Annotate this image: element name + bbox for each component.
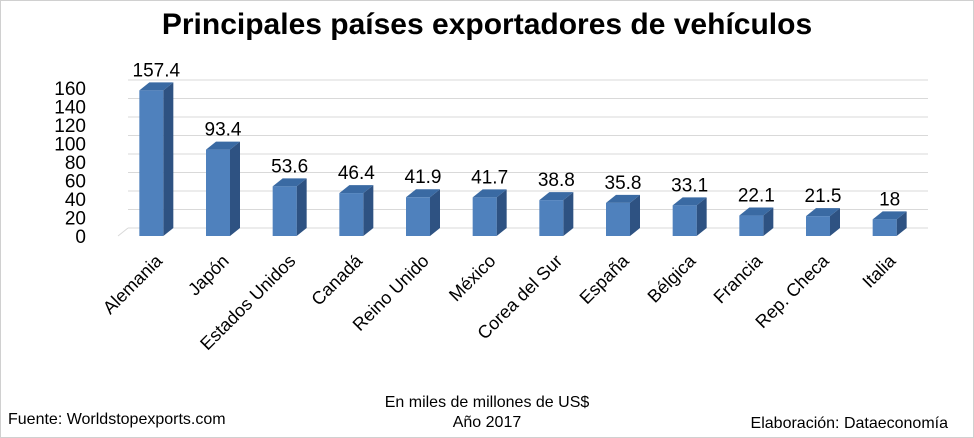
bar (272, 178, 307, 236)
value-label: 93.4 (205, 120, 242, 141)
value-label: 21.5 (805, 186, 842, 207)
chart-title: Principales países exportadores de vehíc… (161, 8, 813, 41)
bars (139, 82, 907, 236)
bar-front (472, 197, 497, 236)
value-label: 22.1 (738, 186, 775, 207)
bar (339, 185, 374, 236)
x-category-label: Francia (710, 250, 767, 307)
bar-side (630, 194, 640, 236)
bar-front (339, 193, 364, 236)
y-tick-label: 120 (54, 116, 86, 137)
x-category-label: Japón (184, 251, 233, 300)
x-category-label: Alemania (99, 250, 167, 318)
value-label: 18 (879, 189, 900, 210)
x-category-label: Italia (858, 250, 900, 292)
year-note: Año 2017 (452, 414, 522, 431)
bar-top (739, 207, 774, 216)
bar (406, 189, 440, 236)
bar-side (363, 185, 374, 236)
y-tick-label: 80 (65, 153, 86, 174)
x-category-label: Rep. Checa (751, 250, 833, 332)
x-category-label: España (576, 250, 634, 308)
bar-front (806, 216, 830, 236)
grid-lines (117, 79, 928, 237)
bar (806, 208, 840, 236)
bar (539, 192, 574, 236)
bar-top (339, 185, 374, 194)
bar-side (163, 82, 174, 236)
y-tick-label: 140 (54, 98, 86, 119)
bar-top (206, 141, 240, 150)
bar-front (739, 215, 764, 236)
bar-front (139, 90, 164, 236)
bar-side (763, 207, 774, 236)
bar-side (563, 192, 574, 236)
bar-side (830, 208, 840, 236)
bar (739, 207, 774, 236)
y-tick-label: 160 (54, 79, 86, 100)
floor-edge (117, 227, 129, 237)
bar (472, 189, 507, 236)
unit-note: En miles de millones de US$ (384, 394, 590, 411)
bar-front (406, 197, 430, 236)
bar-side (296, 178, 307, 236)
source-note: Fuente: Worldstopexports.com (8, 411, 226, 428)
bar-side (896, 211, 907, 236)
bar-top (606, 194, 640, 203)
bar-top (406, 189, 440, 198)
value-label: 41.9 (405, 167, 442, 188)
bar-top (872, 211, 907, 220)
y-tick-label: 40 (65, 190, 86, 211)
value-labels: 157.4 93.4 53.6 46.4 41.9 41.7 38.8 35.8 33.1 22.… (133, 60, 901, 210)
x-category-label: Bélgica (644, 250, 701, 307)
value-label: 38.8 (538, 170, 575, 191)
bar-top (806, 208, 840, 217)
value-label: 157.4 (133, 60, 181, 81)
x-category-label: Canadá (307, 250, 366, 309)
bar-top (139, 82, 174, 91)
bar-front (672, 205, 697, 236)
bar-top (472, 189, 507, 198)
y-tick-label: 0 (75, 227, 86, 248)
y-tick-label: 60 (65, 172, 86, 193)
bar-front (606, 202, 630, 236)
value-label: 41.7 (471, 167, 508, 188)
bar-front (872, 219, 897, 236)
value-label: 53.6 (271, 156, 308, 177)
bar (606, 194, 640, 236)
value-label: 35.8 (605, 173, 642, 194)
bar-top (539, 192, 574, 201)
bar-side (230, 141, 240, 236)
value-label: 46.4 (338, 163, 375, 184)
bar-front (272, 186, 297, 236)
bar-side (496, 189, 507, 236)
bar (139, 82, 174, 236)
bar-front (206, 149, 230, 236)
credit-note: Elaboración: Dataeconomía (750, 415, 948, 432)
bar-side (696, 197, 707, 236)
y-tick-label: 100 (54, 135, 86, 156)
x-category-label: México (445, 251, 499, 305)
bar-top (272, 178, 307, 187)
bar-front (539, 200, 564, 236)
bar-side (430, 189, 440, 236)
bar-top (672, 197, 707, 206)
bar (672, 197, 707, 236)
y-tick-label: 20 (65, 209, 86, 230)
bar (872, 211, 907, 236)
bar (206, 141, 240, 236)
value-label: 33.1 (671, 175, 708, 196)
